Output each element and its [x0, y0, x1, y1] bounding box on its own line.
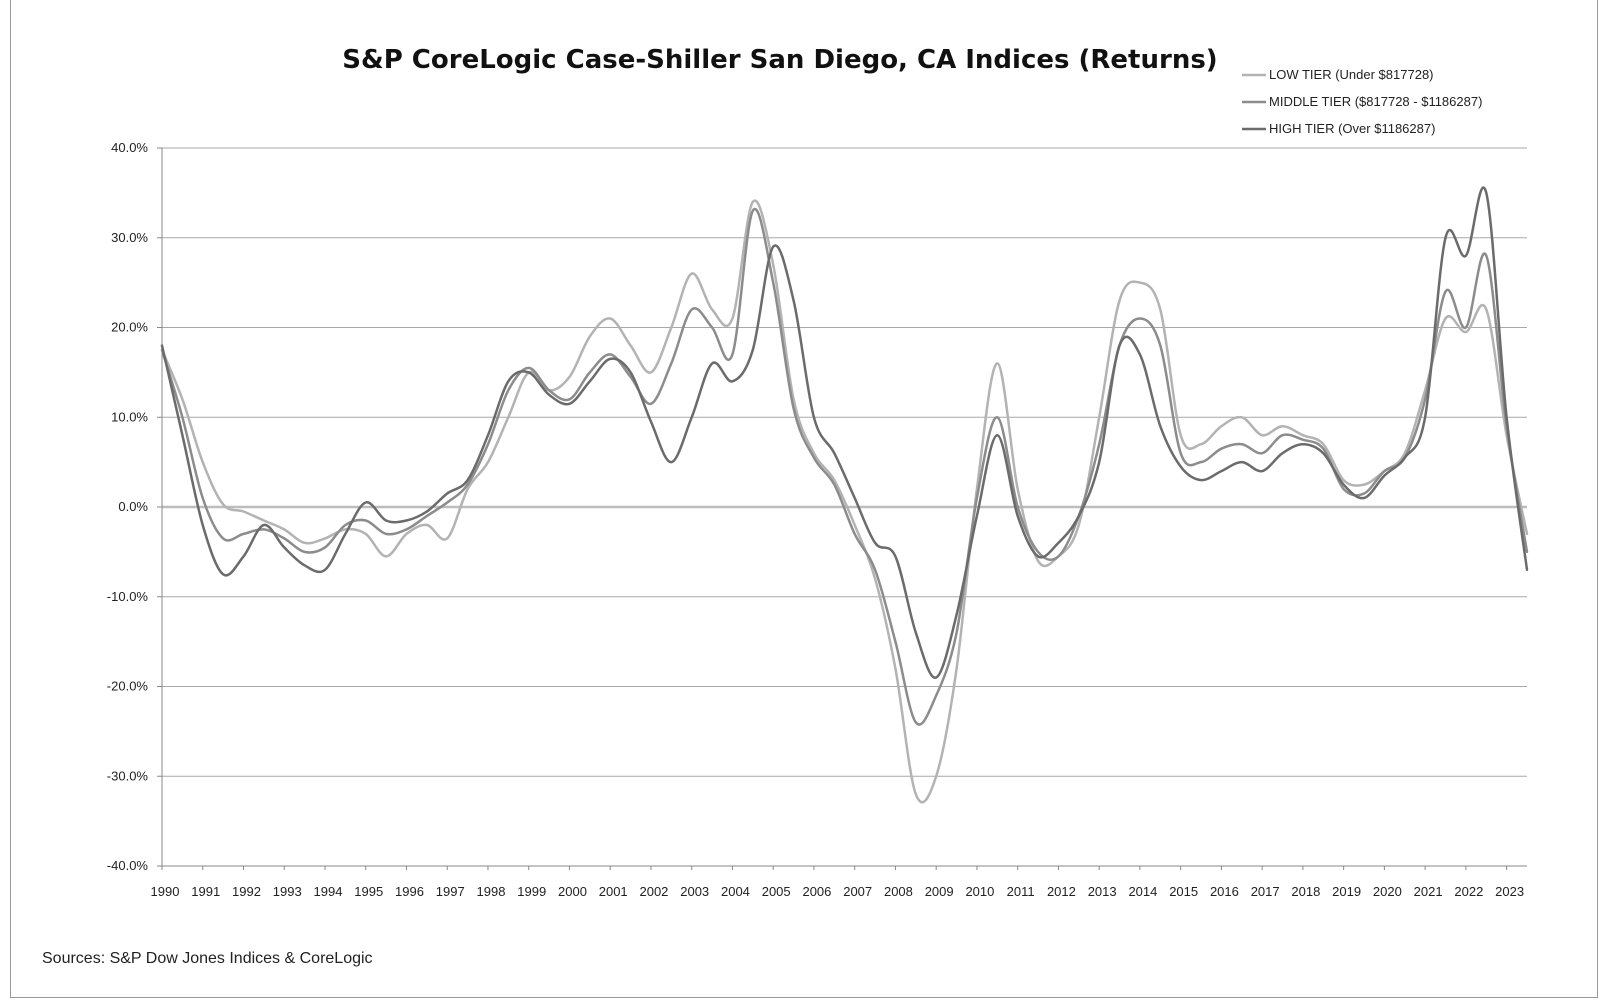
chart-frame: [10, 0, 1598, 998]
x-tick-label: 2020: [1373, 884, 1402, 899]
x-tick-label: 2014: [1128, 884, 1157, 899]
source-note: Sources: S&P Dow Jones Indices & CoreLog…: [42, 950, 373, 967]
x-tick-labels: 1990 1991 1992 1993 1994 1995 1996 1997 1998 1999…: [151, 884, 1525, 899]
y-tick-label: -40.0%: [107, 858, 149, 873]
x-tick-label: 2023: [1495, 884, 1524, 899]
y-tick-label: 0.0%: [118, 499, 148, 514]
x-tick-label: 2019: [1332, 884, 1361, 899]
x-tick-label: 1999: [517, 884, 546, 899]
legend-label-high-tier: HIGH TIER (Over $1186287): [1269, 121, 1435, 136]
x-tick-label: 2013: [1088, 884, 1117, 899]
x-tick-label: 2022: [1454, 884, 1483, 899]
legend-item-middle-tier: MIDDLE TIER ($817728 - $1186287): [1242, 94, 1482, 109]
x-tick-label: 1991: [191, 884, 220, 899]
y-tick-label: -20.0%: [107, 679, 149, 694]
x-tick-label: 2017: [1251, 884, 1280, 899]
y-tick-labels: 40.0% 30.0% 20.0% 10.0% 0.0% -10.0% -20.0% -30.…: [107, 140, 149, 873]
x-tick-label: 2006: [802, 884, 831, 899]
x-tick-label: 1990: [151, 884, 180, 899]
x-tick-label: 2012: [1047, 884, 1076, 899]
x-tick-label: 2010: [965, 884, 994, 899]
x-tick-label: 1994: [314, 884, 343, 899]
x-tick-label: 2004: [721, 884, 750, 899]
x-tick-label: 1995: [354, 884, 383, 899]
legend-label-low-tier: LOW TIER (Under $817728): [1269, 67, 1434, 82]
y-tick-label: -30.0%: [107, 768, 149, 783]
legend-item-low-tier: LOW TIER (Under $817728): [1242, 67, 1434, 82]
x-tick-label: 2015: [1169, 884, 1198, 899]
legend: LOW TIER (Under $817728) MIDDLE TIER ($8…: [1242, 67, 1482, 136]
x-tick-label: 2018: [1291, 884, 1320, 899]
x-tick-label: 2003: [680, 884, 709, 899]
x-tick-label: 2005: [762, 884, 791, 899]
x-tick-label: 2002: [639, 884, 668, 899]
x-tick-label: 2009: [925, 884, 954, 899]
y-tick-label: -10.0%: [107, 589, 149, 604]
y-tick-label: 40.0%: [111, 140, 148, 155]
x-tick-label: 1998: [477, 884, 506, 899]
x-tick-label: 2000: [558, 884, 587, 899]
x-tick-label: 2007: [843, 884, 872, 899]
series-lines: [160, 186, 1529, 804]
axes: [157, 147, 1527, 870]
chart-title: S&P CoreLogic Case-Shiller San Diego, CA…: [342, 45, 1217, 75]
x-tick-label: 2011: [1007, 884, 1035, 899]
legend-item-high-tier: HIGH TIER (Over $1186287): [1242, 121, 1435, 136]
y-tick-label: 10.0%: [111, 409, 148, 424]
x-tick-label: 2008: [884, 884, 913, 899]
y-tick-label: 30.0%: [111, 230, 148, 245]
x-tick-label: 2021: [1414, 884, 1443, 899]
x-tick-label: 1996: [395, 884, 424, 899]
y-tick-label: 20.0%: [111, 320, 148, 335]
x-tick-label: 1993: [273, 884, 302, 899]
series-line-high-tier: [160, 186, 1529, 679]
x-tick-label: 2016: [1210, 884, 1239, 899]
x-tick-label: 1992: [232, 884, 261, 899]
legend-label-middle-tier: MIDDLE TIER ($817728 - $1186287): [1269, 94, 1482, 109]
series-line-low-tier: [160, 199, 1529, 804]
x-tick-label: 1997: [436, 884, 465, 899]
series-line-middle-tier: [160, 207, 1529, 726]
x-tick-label: 2001: [599, 884, 628, 899]
